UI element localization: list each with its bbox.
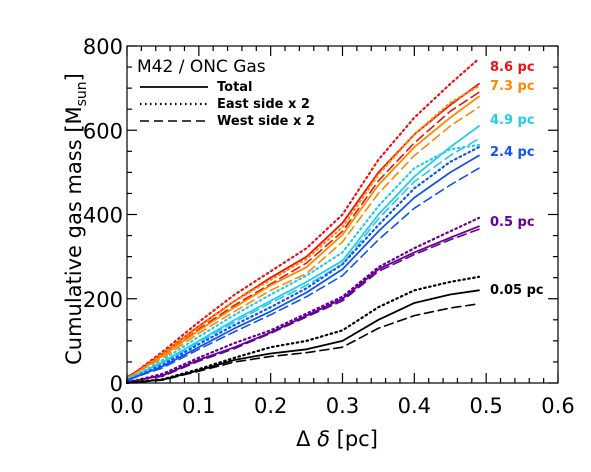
x-axis-label-part: [pc] xyxy=(330,427,378,451)
x-axis-label-part: Δ xyxy=(296,427,311,451)
x-tick-label: 0.4 xyxy=(398,394,431,418)
x-tick-label: 0.2 xyxy=(254,394,287,418)
y-axis-label: Cumulative gas mass [Msun] xyxy=(62,73,90,365)
legend-label: West side x 2 xyxy=(217,114,315,129)
series-line-east xyxy=(125,143,481,382)
series-line-west xyxy=(126,303,480,384)
series-line-west xyxy=(126,91,480,378)
axis-ticks xyxy=(126,45,559,384)
series-end-label: 0.5 pc xyxy=(490,215,535,230)
x-axis-label-part: δ xyxy=(310,427,330,451)
legend-label: East side x 2 xyxy=(217,97,310,112)
legend: M42 / ONC Gas Total East side x 2 West sid… xyxy=(137,57,315,129)
series-end-label: 2.4 pc xyxy=(490,145,535,160)
x-axis-label: Δ δ [pc] xyxy=(296,427,378,451)
series-line-east xyxy=(125,146,481,382)
y-tick-label: 0 xyxy=(110,372,123,396)
series-labels: 8.6 pc 7.3 pc 4.9 pc 2.4 pc 0.5 pc 0.05 pc xyxy=(490,60,544,298)
series-line-west xyxy=(126,228,480,383)
series-line-east xyxy=(125,57,481,380)
series-line-total xyxy=(126,225,480,384)
series-end-label: 0.05 pc xyxy=(490,283,544,298)
legend-label: Total xyxy=(217,80,253,95)
series-line-total xyxy=(126,125,480,381)
y-axis-label-sub: sun xyxy=(74,81,90,106)
tick-labels: 0.0 0.1 0.2 0.3 0.4 0.5 0.6 0 200 400 600 800 xyxy=(83,35,575,418)
y-tick-label: 800 xyxy=(83,35,123,59)
x-tick-label: 0.0 xyxy=(110,394,143,418)
x-tick-label: 0.3 xyxy=(326,394,359,418)
y-tick-label: 600 xyxy=(83,119,123,143)
y-tick-label: 400 xyxy=(83,204,123,228)
series-end-label: 7.3 pc xyxy=(490,79,535,94)
plot-lines xyxy=(125,57,481,385)
y-axis-label-close: ] xyxy=(62,73,86,81)
series-line-total xyxy=(126,95,480,380)
series-line-west xyxy=(126,137,480,380)
series-line-east xyxy=(125,84,481,381)
legend-title: M42 / ONC Gas xyxy=(137,57,266,77)
series-line-west xyxy=(126,167,480,381)
series-line-total xyxy=(126,154,480,382)
x-tick-label: 0.5 xyxy=(469,394,502,418)
series-line-east xyxy=(125,275,481,385)
y-axis-label-main: Cumulative gas mass [M xyxy=(62,106,86,365)
y-tick-label: 200 xyxy=(83,288,123,312)
series-end-label: 8.6 pc xyxy=(490,60,535,75)
series-line-west xyxy=(126,106,480,379)
series-line-total xyxy=(126,289,480,384)
x-tick-label: 0.6 xyxy=(541,394,574,418)
series-end-label: 4.9 pc xyxy=(490,113,535,128)
x-tick-label: 0.1 xyxy=(182,394,215,418)
